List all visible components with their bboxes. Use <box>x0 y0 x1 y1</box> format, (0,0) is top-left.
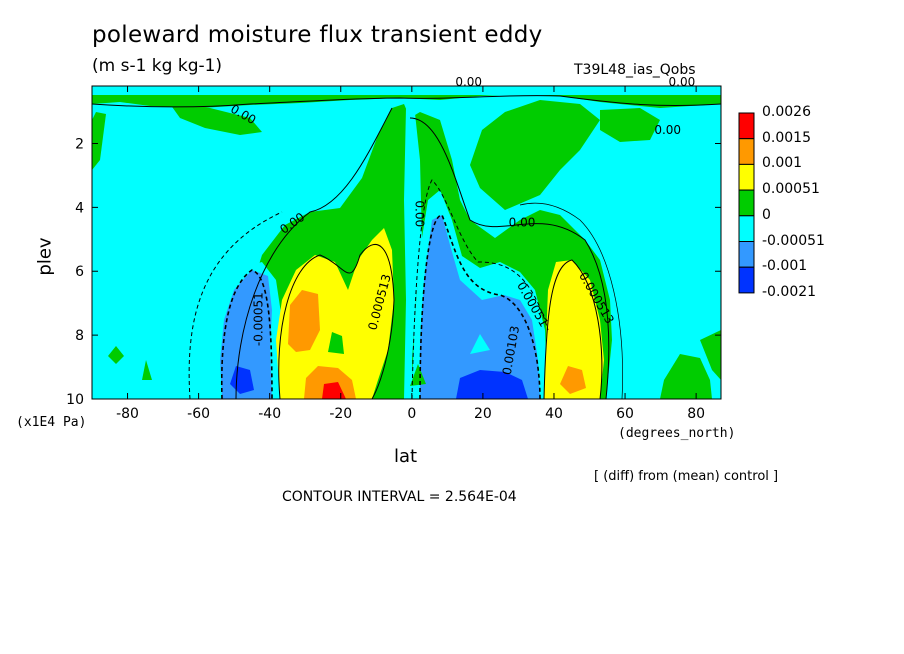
fill-darkblue-nh <box>456 370 528 399</box>
fill-cyan-spot-nh <box>470 334 490 354</box>
y-axis-units: (x1E4 Pa) <box>16 415 87 430</box>
contour-line-zero-nh <box>409 117 610 399</box>
contour-dashed-layer <box>188 179 549 399</box>
fill-orange-sh-upper <box>288 290 320 352</box>
fill-green-lobe-left <box>170 104 262 135</box>
contour-dash-sh-outer <box>188 211 283 399</box>
fill-green-lobe-nh <box>470 100 600 210</box>
chart-title: poleward moisture flux transient eddy <box>92 22 543 48</box>
colorbar-swatch <box>738 189 755 217</box>
contour-dash-nh-outer <box>411 179 549 399</box>
y-axis: 2 4 6 8 10 <box>66 136 721 408</box>
x-tick-label: 0 <box>407 406 416 422</box>
fill-yellow-nh <box>544 260 604 399</box>
y-tick-label: 2 <box>75 136 84 152</box>
contour-label: -0.00051 <box>252 292 266 346</box>
colorbar-label: 0.00051 <box>762 181 820 198</box>
diff-note: [ (diff) from (mean) control ] <box>594 469 779 484</box>
contour-line-pos-sh <box>278 244 395 399</box>
contour-label: 0.00 <box>654 123 681 137</box>
contour-line-top <box>92 95 721 108</box>
colorbar <box>738 112 755 294</box>
x-axis-label: lat <box>394 446 418 467</box>
contour-dash-nh-inner <box>419 214 541 399</box>
colorbar-label: -0.00051 <box>762 232 825 249</box>
plot-frame <box>91 85 722 400</box>
contour-line-zero-sh <box>235 107 393 399</box>
x-tick-label: 20 <box>474 406 492 422</box>
contour-interval-text: CONTOUR INTERVAL = 2.564E-04 <box>282 489 517 505</box>
x-tick-label: -80 <box>116 406 139 422</box>
fill-green-spot-sh <box>328 332 344 354</box>
fill-cyan-equator <box>404 104 422 399</box>
fill-green-spot-far-south <box>108 346 124 364</box>
y-tick-label: 4 <box>75 200 84 216</box>
y-tick-label: 10 <box>66 392 84 408</box>
contour-label: 0.00 <box>455 75 482 89</box>
x-axis: -80 -60 -40 -20 0 20 40 60 80 <box>116 86 705 422</box>
y-tick-label: 6 <box>75 264 84 280</box>
colorbar-label: -0.001 <box>762 258 808 275</box>
x-tick-label: 80 <box>687 406 705 422</box>
fill-green-spot-eq <box>410 364 426 386</box>
contour-line-pos-nh <box>543 259 603 399</box>
fill-orange-nh <box>560 366 586 394</box>
contour-label: 0.00 <box>669 75 696 89</box>
fill-orange-sh-lower <box>304 366 356 399</box>
colorbar-swatch <box>738 138 755 165</box>
contour-label: 0.00 <box>412 200 426 227</box>
colorbar-swatch <box>738 266 755 294</box>
colorbar-label: -0.0021 <box>762 283 817 300</box>
fill-green-arctic-bottom <box>660 354 712 399</box>
colorbar-swatch <box>738 163 755 191</box>
contour-fill-layer <box>92 86 721 399</box>
colorbar-label: 0 <box>762 206 771 223</box>
contour-label: 0.00 <box>509 216 536 230</box>
x-tick-label: -40 <box>258 406 281 422</box>
fill-green-lobe-nh2 <box>600 108 660 142</box>
y-axis-label: plev <box>34 237 56 276</box>
colorbar-label: 0.0015 <box>762 129 811 146</box>
fill-green-antarctic <box>92 112 106 170</box>
fill-blue-nh <box>420 215 540 399</box>
chart-units: (m s-1 kg kg-1) <box>92 56 223 76</box>
fill-yellow-sh <box>276 228 394 399</box>
contour-dash-sh-inner <box>220 269 273 399</box>
fill-green-arctic-edge <box>700 330 721 380</box>
contour-line-layer <box>92 95 721 399</box>
x-tick-label: 40 <box>545 406 563 422</box>
colorbar-swatch <box>738 112 755 140</box>
fill-green-spot-south <box>142 360 152 380</box>
y-tick-label: 8 <box>75 328 84 344</box>
x-tick-label: -60 <box>187 406 210 422</box>
x-tick-label: -20 <box>329 406 352 422</box>
colorbar-label: 0.001 <box>762 155 803 172</box>
fill-cyan-top-strip <box>92 86 721 95</box>
x-axis-units: (degrees_north) <box>618 426 736 441</box>
x-tick-label: 60 <box>616 406 634 422</box>
contour-line-thin-nh <box>519 202 623 399</box>
colorbar-label: 0.0026 <box>762 104 811 120</box>
run-label: T39L48_ias_Qobs <box>574 62 696 78</box>
colorbar-swatch <box>738 215 755 243</box>
fill-red-sh <box>322 382 346 399</box>
fill-blue-sh <box>220 270 272 399</box>
colorbar-swatch <box>738 241 755 268</box>
